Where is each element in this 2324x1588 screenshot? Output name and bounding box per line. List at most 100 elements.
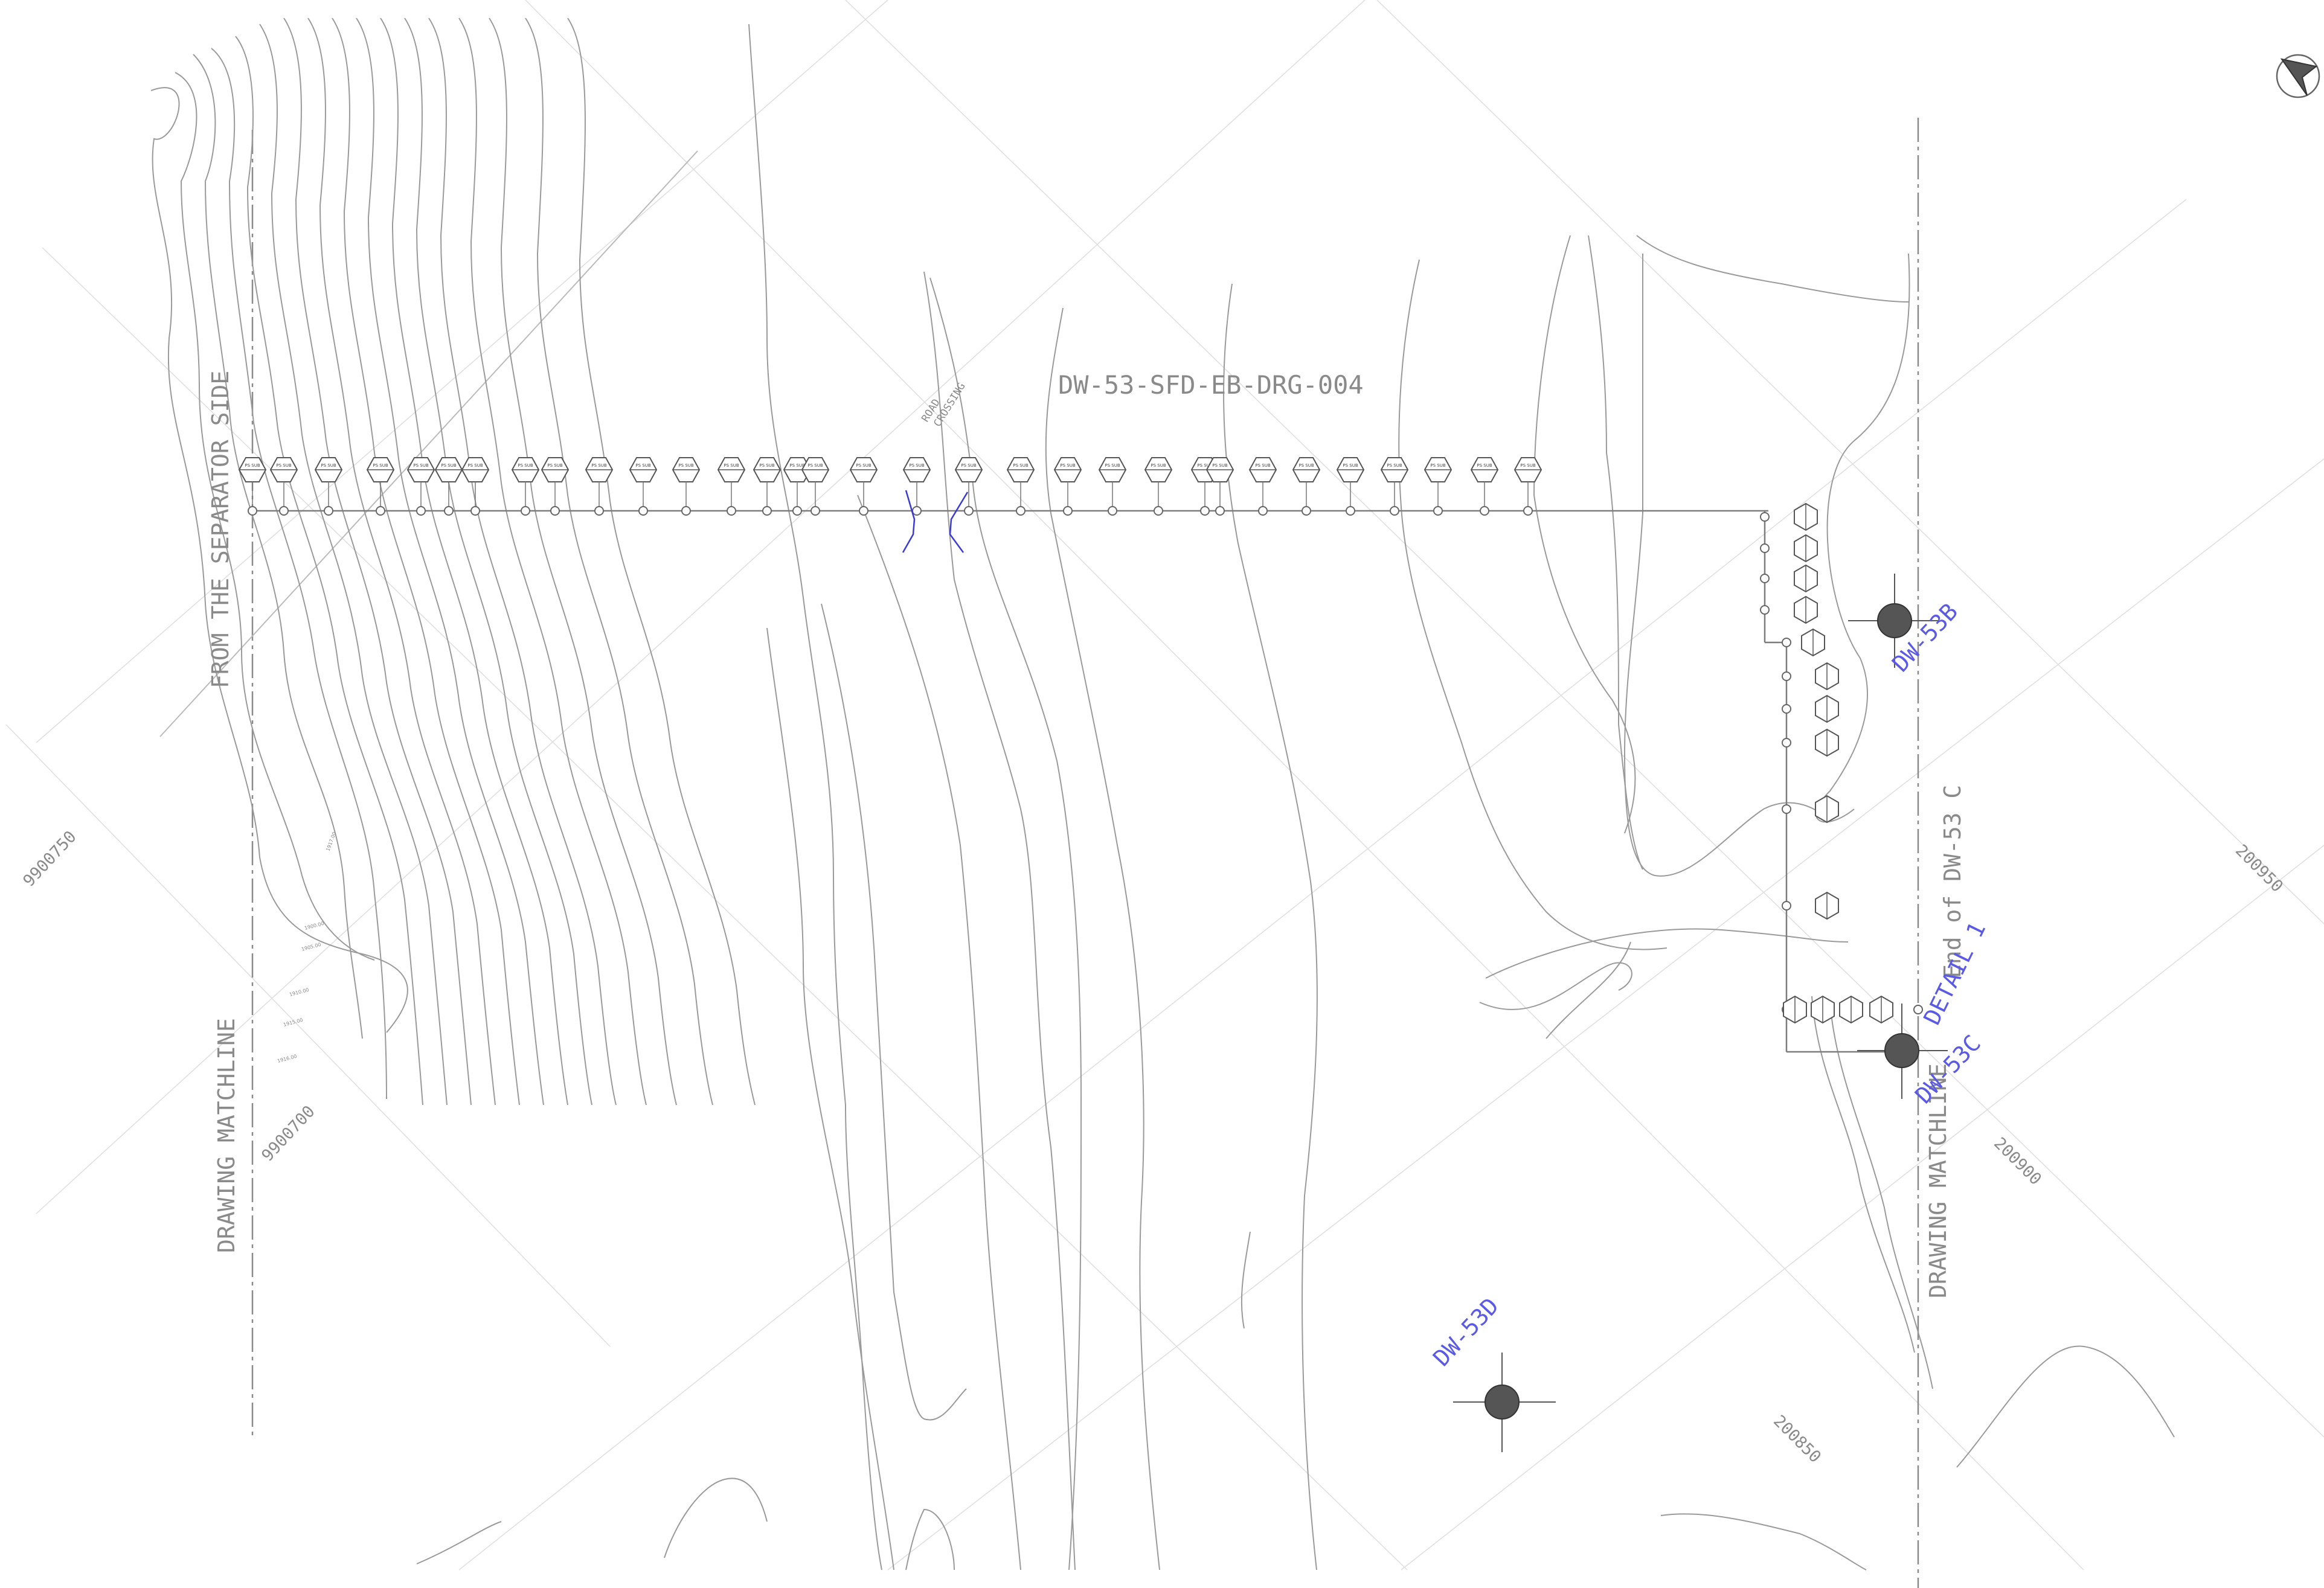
pipe-support-marker — [1801, 628, 1825, 657]
svg-text:PS SUB: PS SUB — [1430, 463, 1445, 468]
pipe-node — [416, 506, 426, 516]
pipe-support-marker: PS SUB — [902, 457, 931, 506]
svg-text:PS SUB: PS SUB — [1520, 463, 1535, 468]
svg-text:PS SUB: PS SUB — [1060, 463, 1075, 468]
north-arrow-icon — [2276, 54, 2320, 98]
right-matchline-label: DRAWING MATCHLINE — [1925, 1063, 1951, 1298]
pipe-support-marker — [1815, 694, 1839, 723]
pipe-node — [1215, 506, 1225, 516]
pipe-node — [1480, 506, 1489, 516]
pipe-node — [444, 506, 454, 516]
pipe-support-marker — [1811, 995, 1835, 1024]
pipe-support-marker: PS SUB — [849, 457, 878, 506]
well-label: DW-53D — [1428, 1293, 1504, 1371]
well-dw-53b: DW-53B — [1848, 574, 1963, 677]
pipe-support-marker: PS SUB — [629, 457, 658, 506]
northing-label: 9900700 — [258, 1102, 318, 1165]
pipe-node — [550, 506, 560, 516]
svg-text:PS SUB: PS SUB — [1255, 463, 1270, 468]
pipe-node — [1258, 506, 1268, 516]
pipe-node — [912, 506, 922, 516]
pipe-support-marker: PS SUB — [1513, 457, 1542, 506]
vertical-markers — [1783, 502, 1893, 1024]
pipe-support-marker: PS SUB — [1424, 457, 1452, 506]
left-matchline-label: DRAWING MATCHLINE — [213, 1018, 240, 1253]
hex-markers: PS SUB PS SUB PS SUB PS SUB PS SUB PS SUB PS S… — [238, 457, 1542, 506]
northing-label: 9900750 — [19, 827, 80, 890]
pipe-node — [1523, 506, 1533, 516]
pipe-support-marker: PS SUB — [511, 457, 540, 506]
pipe-node — [964, 506, 974, 516]
pipe-node — [859, 506, 868, 516]
pipe-support-marker — [1794, 595, 1818, 624]
svg-text:PS SUB: PS SUB — [441, 463, 456, 468]
pipe-node — [1433, 506, 1443, 516]
pipe-node — [470, 506, 480, 516]
easting-label: 200850 — [1770, 1412, 1825, 1467]
pipe-support-marker: PS SUB — [314, 457, 343, 506]
pipe-support-marker: PS SUB — [1336, 457, 1365, 506]
pipe-support-marker — [1815, 662, 1839, 691]
pipe-support-marker: PS SUB — [1470, 457, 1499, 506]
pipe-support-marker: PS SUB — [406, 457, 435, 506]
pipe-support-marker: PS SUB — [1006, 457, 1035, 506]
pipe-node — [638, 506, 648, 516]
pipe-node — [1760, 605, 1770, 615]
pipe-support-marker: PS SUB — [1053, 457, 1082, 506]
pipe-node — [376, 506, 385, 516]
well-icon — [1485, 1385, 1520, 1420]
pipe-support-marker: PS SUB — [269, 457, 298, 506]
pipe-node — [324, 506, 333, 516]
pipe-support-marker: PS SUB — [541, 457, 570, 506]
pipe-node — [727, 506, 736, 516]
svg-text:PS SUB: PS SUB — [1343, 463, 1358, 468]
svg-text:PS SUB: PS SUB — [1212, 463, 1227, 468]
pipe-node — [1760, 574, 1770, 583]
easting-label: 200950 — [2232, 841, 2287, 896]
svg-text:PS SUB: PS SUB — [467, 463, 483, 468]
pipe-support-marker: PS SUB — [753, 457, 782, 506]
well-icon — [1884, 1033, 1919, 1068]
well-icon — [1877, 603, 1912, 638]
end-of-line-label: End of DW-53 C — [1939, 785, 1966, 978]
svg-text:PS SUB: PS SUB — [591, 463, 606, 468]
pipe-support-marker — [1815, 891, 1839, 920]
pipe-support-marker: PS SUB — [238, 457, 267, 506]
pipe-node — [279, 506, 289, 516]
pipe-support-marker — [1815, 795, 1839, 824]
separator-side-label: FROM THE SEPARATOR SIDE — [207, 371, 234, 688]
pipe-support-marker — [1815, 728, 1839, 757]
contour-label: 1916.00 — [277, 1054, 297, 1064]
contour-label: 1900.00 — [304, 921, 324, 931]
pipe-node — [1782, 638, 1791, 647]
contour-label: 1905.00 — [301, 942, 321, 952]
pipe-node — [1390, 506, 1399, 516]
svg-text:PS SUB: PS SUB — [1151, 463, 1166, 468]
pipe-node — [1760, 543, 1770, 553]
svg-text:PS SUB: PS SUB — [413, 463, 428, 468]
contour-label: 1917.00 — [325, 831, 337, 852]
easting-label: 200900 — [1990, 1134, 2045, 1189]
pipe-support-marker: PS SUB — [585, 457, 614, 506]
svg-text:PS SUB: PS SUB — [1477, 463, 1492, 468]
pipe-support-marker: PS SUB — [1248, 457, 1277, 506]
pipe-node — [1154, 506, 1163, 516]
pipe-node — [1016, 506, 1026, 516]
pipe-support-marker — [1869, 995, 1893, 1024]
svg-text:PS SUB: PS SUB — [724, 463, 739, 468]
pipe-node — [1200, 506, 1210, 516]
pipe-node — [1782, 671, 1791, 681]
svg-text:PS SUB: PS SUB — [856, 463, 871, 468]
svg-text:PS SUB: PS SUB — [961, 463, 976, 468]
pipe-support-marker: PS SUB — [954, 457, 983, 506]
contour-label: 1910.00 — [289, 987, 309, 997]
svg-text:PS SUB: PS SUB — [1105, 463, 1120, 468]
pipe-support-marker — [1794, 564, 1818, 593]
pipe-node — [594, 506, 604, 516]
pipe-support-marker: PS SUB — [1144, 457, 1173, 506]
svg-text:PS SUB: PS SUB — [373, 463, 388, 468]
pipe-node — [1782, 704, 1791, 714]
pipe-node — [792, 506, 802, 516]
pipe-node — [1782, 738, 1791, 748]
